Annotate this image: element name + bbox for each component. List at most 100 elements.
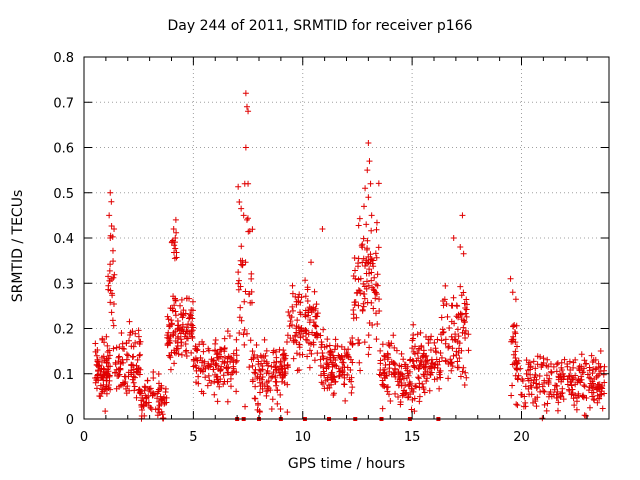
data-point xyxy=(210,358,217,365)
data-point xyxy=(584,371,591,378)
data-point xyxy=(112,369,119,376)
data-point xyxy=(210,357,217,364)
data-point xyxy=(462,334,469,341)
data-point xyxy=(420,384,427,391)
data-point xyxy=(421,364,428,371)
data-point xyxy=(411,363,418,370)
data-point xyxy=(458,292,465,299)
data-point xyxy=(402,381,409,388)
data-point xyxy=(140,398,147,405)
data-point xyxy=(238,261,245,268)
data-point xyxy=(323,356,330,363)
data-point xyxy=(515,372,522,379)
data-point xyxy=(200,367,207,374)
data-point xyxy=(462,310,469,317)
data-point xyxy=(405,393,412,400)
data-point xyxy=(174,335,181,342)
data-point xyxy=(224,328,231,335)
data-point xyxy=(566,358,573,365)
data-point xyxy=(553,361,560,368)
data-point xyxy=(248,270,255,277)
data-point xyxy=(564,363,571,370)
data-point xyxy=(553,368,560,375)
data-point xyxy=(580,382,587,389)
data-point xyxy=(211,391,218,398)
data-point xyxy=(376,371,383,378)
data-point xyxy=(366,266,373,273)
data-point xyxy=(107,363,114,370)
data-point xyxy=(308,350,315,357)
data-point xyxy=(355,276,362,283)
data-point xyxy=(547,361,554,368)
data-point xyxy=(331,390,338,397)
data-point xyxy=(362,185,369,192)
data-point xyxy=(374,320,381,327)
data-point xyxy=(326,342,333,349)
data-point xyxy=(523,357,530,364)
data-point xyxy=(252,395,259,402)
data-point xyxy=(277,391,284,398)
data-point xyxy=(238,205,245,212)
data-point xyxy=(178,351,185,358)
data-point xyxy=(384,350,391,357)
data-point xyxy=(541,401,548,408)
data-point xyxy=(284,364,291,371)
data-point xyxy=(237,257,244,264)
data-point xyxy=(237,304,244,311)
data-point xyxy=(345,346,352,353)
data-point xyxy=(204,382,211,389)
data-point xyxy=(145,402,152,409)
data-point xyxy=(404,394,411,401)
data-point xyxy=(243,103,250,110)
data-point xyxy=(223,364,230,371)
data-point xyxy=(118,329,125,336)
data-point xyxy=(360,235,367,242)
data-point xyxy=(265,377,272,384)
data-point xyxy=(105,355,112,362)
data-point xyxy=(450,294,457,301)
data-point xyxy=(442,340,449,347)
data-point xyxy=(236,330,243,337)
data-point xyxy=(110,345,117,352)
data-point xyxy=(596,395,603,402)
data-point xyxy=(531,374,538,381)
data-point xyxy=(594,399,601,406)
data-point xyxy=(381,352,388,359)
data-point xyxy=(317,356,324,363)
data-point xyxy=(540,387,547,394)
y-tick-label: 0.6 xyxy=(53,142,74,157)
data-point xyxy=(296,309,303,316)
data-point xyxy=(509,382,516,389)
data-point xyxy=(241,341,248,348)
data-point xyxy=(589,393,596,400)
data-point xyxy=(428,356,435,363)
data-point xyxy=(258,360,265,367)
data-point xyxy=(296,331,303,338)
data-point xyxy=(436,385,443,392)
data-point xyxy=(122,379,129,386)
data-point xyxy=(108,309,115,316)
x-tick-label: 0 xyxy=(80,430,88,445)
data-point xyxy=(252,383,259,390)
data-point xyxy=(553,382,560,389)
data-point xyxy=(180,307,187,314)
data-point xyxy=(522,383,529,390)
data-point xyxy=(146,386,153,393)
data-point xyxy=(425,336,432,343)
data-point xyxy=(431,364,438,371)
data-point xyxy=(120,359,127,366)
data-point xyxy=(412,382,419,389)
data-point xyxy=(136,338,143,345)
data-point xyxy=(512,296,519,303)
data-point xyxy=(318,344,325,351)
data-point xyxy=(241,298,248,305)
data-point xyxy=(327,354,334,361)
data-point xyxy=(543,407,550,414)
data-point xyxy=(531,376,538,383)
data-point xyxy=(287,318,294,325)
data-point xyxy=(335,373,342,380)
data-point xyxy=(538,361,545,368)
data-point xyxy=(233,369,240,376)
data-point xyxy=(589,370,596,377)
data-point xyxy=(200,390,207,397)
